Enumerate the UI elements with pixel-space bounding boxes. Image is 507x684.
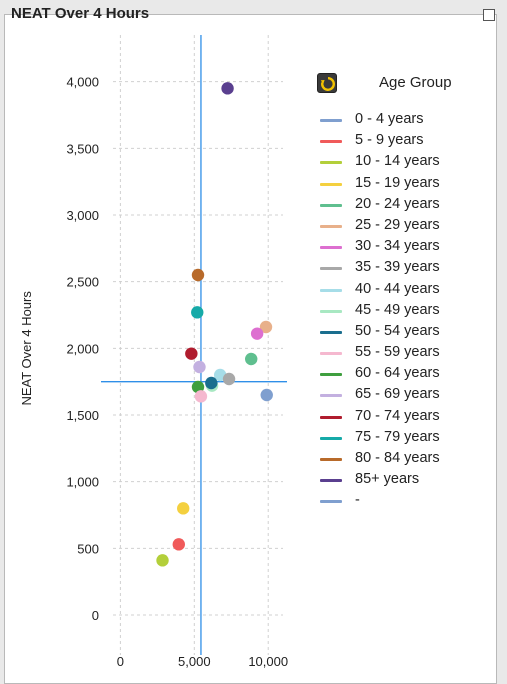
legend-label: 45 - 49 years: [355, 302, 440, 318]
legend-label: 10 - 14 years: [355, 153, 440, 169]
legend-item[interactable]: 30 - 34 years: [317, 237, 497, 258]
point-65-69-years[interactable]: [193, 361, 205, 373]
point-35-39-years[interactable]: [223, 373, 235, 385]
x-tick-labels: 0 5,000 10,000: [117, 654, 288, 669]
legend-label: 40 - 44 years: [355, 281, 440, 297]
y-tick-label: 3,000: [66, 208, 99, 223]
legend-swatch: [320, 289, 342, 292]
legend-label: 5 - 9 years: [355, 132, 424, 148]
y-tick-label: 1,000: [66, 475, 99, 490]
legend-swatch: [320, 140, 342, 143]
legend-item[interactable]: 40 - 44 years: [317, 280, 497, 301]
legend-item[interactable]: -: [317, 491, 497, 512]
legend-header: Age Group: [317, 71, 497, 99]
legend-item[interactable]: 80 - 84 years: [317, 449, 497, 470]
y-tick-label: 2,000: [66, 341, 99, 356]
legend-label: 65 - 69 years: [355, 386, 440, 402]
legend-item[interactable]: 20 - 24 years: [317, 195, 497, 216]
point-30-34-years[interactable]: [251, 327, 263, 339]
refresh-icon[interactable]: [317, 73, 337, 93]
point-70-74-years[interactable]: [185, 347, 197, 359]
legend-item[interactable]: 65 - 69 years: [317, 385, 497, 406]
legend: Age Group 0 - 4 years 5 - 9 years 10 - 14 …: [317, 71, 497, 513]
legend-label: 85+ years: [355, 471, 419, 487]
legend-swatch: [320, 204, 342, 207]
legend-item[interactable]: 10 - 14 years: [317, 152, 497, 173]
legend-swatch: [320, 437, 342, 440]
point-0-4-years[interactable]: [261, 389, 273, 401]
legend-label: 70 - 74 years: [355, 408, 440, 424]
point-50-54-years[interactable]: [205, 377, 217, 389]
x-tick-label: 10,000: [248, 654, 288, 669]
x-tick-label: 5,000: [178, 654, 211, 669]
legend-item[interactable]: 45 - 49 years: [317, 301, 497, 322]
y-tick-label: 4,000: [66, 75, 99, 90]
point-20-24-years[interactable]: [245, 353, 257, 365]
legend-label: 20 - 24 years: [355, 196, 440, 212]
legend-swatch: [320, 394, 342, 397]
grid-lines: [113, 35, 283, 655]
point-85-years[interactable]: [221, 82, 233, 94]
legend-label: 75 - 79 years: [355, 429, 440, 445]
legend-item[interactable]: 75 - 79 years: [317, 428, 497, 449]
point-80-84-years[interactable]: [192, 269, 204, 281]
legend-list: 0 - 4 years 5 - 9 years 10 - 14 years 15 - …: [317, 110, 497, 513]
y-tick-label: 3,500: [66, 141, 99, 156]
legend-title: Age Group: [379, 74, 452, 91]
legend-swatch: [320, 183, 342, 186]
legend-item[interactable]: 35 - 39 years: [317, 258, 497, 279]
legend-item[interactable]: 50 - 54 years: [317, 322, 497, 343]
point-75-79-years[interactable]: [191, 306, 203, 318]
legend-item[interactable]: 70 - 74 years: [317, 407, 497, 428]
chart-panel: NEAT Over 4 Hours 0 500 1,000 1,500 2,000 2,5…: [4, 14, 497, 684]
legend-swatch: [320, 500, 342, 503]
point-5-9-years[interactable]: [173, 538, 185, 550]
y-tick-label: 0: [92, 608, 99, 623]
legend-label: 15 - 19 years: [355, 175, 440, 191]
legend-swatch: [320, 246, 342, 249]
point-10-14-years[interactable]: [156, 554, 168, 566]
legend-item[interactable]: 25 - 29 years: [317, 216, 497, 237]
legend-swatch: [320, 416, 342, 419]
legend-item[interactable]: 55 - 59 years: [317, 343, 497, 364]
legend-swatch: [320, 225, 342, 228]
x-tick-label: 0: [117, 654, 124, 669]
legend-item[interactable]: 0 - 4 years: [317, 110, 497, 131]
y-tick-label: 500: [77, 541, 99, 556]
point-55-59-years[interactable]: [195, 390, 207, 402]
y-tick-label: 1,500: [66, 408, 99, 423]
legend-swatch: [320, 373, 342, 376]
legend-item[interactable]: 85+ years: [317, 470, 497, 491]
legend-swatch: [320, 267, 342, 270]
legend-swatch: [320, 161, 342, 164]
legend-label: 50 - 54 years: [355, 323, 440, 339]
legend-swatch: [320, 331, 342, 334]
legend-label: 25 - 29 years: [355, 217, 440, 233]
data-points: [156, 82, 273, 566]
legend-swatch: [320, 458, 342, 461]
legend-label: 0 - 4 years: [355, 111, 424, 127]
legend-label: 80 - 84 years: [355, 450, 440, 466]
y-tick-label: 2,500: [66, 275, 99, 290]
legend-label: 55 - 59 years: [355, 344, 440, 360]
legend-swatch: [320, 119, 342, 122]
legend-label: 60 - 64 years: [355, 365, 440, 381]
point-15-19-years[interactable]: [177, 502, 189, 514]
legend-item[interactable]: 60 - 64 years: [317, 364, 497, 385]
legend-swatch: [320, 479, 342, 482]
legend-item[interactable]: 15 - 19 years: [317, 174, 497, 195]
legend-swatch: [320, 310, 342, 313]
legend-item[interactable]: 5 - 9 years: [317, 131, 497, 152]
legend-swatch: [320, 352, 342, 355]
legend-label: 35 - 39 years: [355, 259, 440, 275]
legend-label: -: [355, 492, 360, 508]
legend-label: 30 - 34 years: [355, 238, 440, 254]
y-axis-title: NEAT Over 4 Hours: [19, 291, 34, 406]
y-tick-labels: 0 500 1,000 1,500 2,000 2,500 3,000 3,500 4,000: [66, 75, 99, 623]
